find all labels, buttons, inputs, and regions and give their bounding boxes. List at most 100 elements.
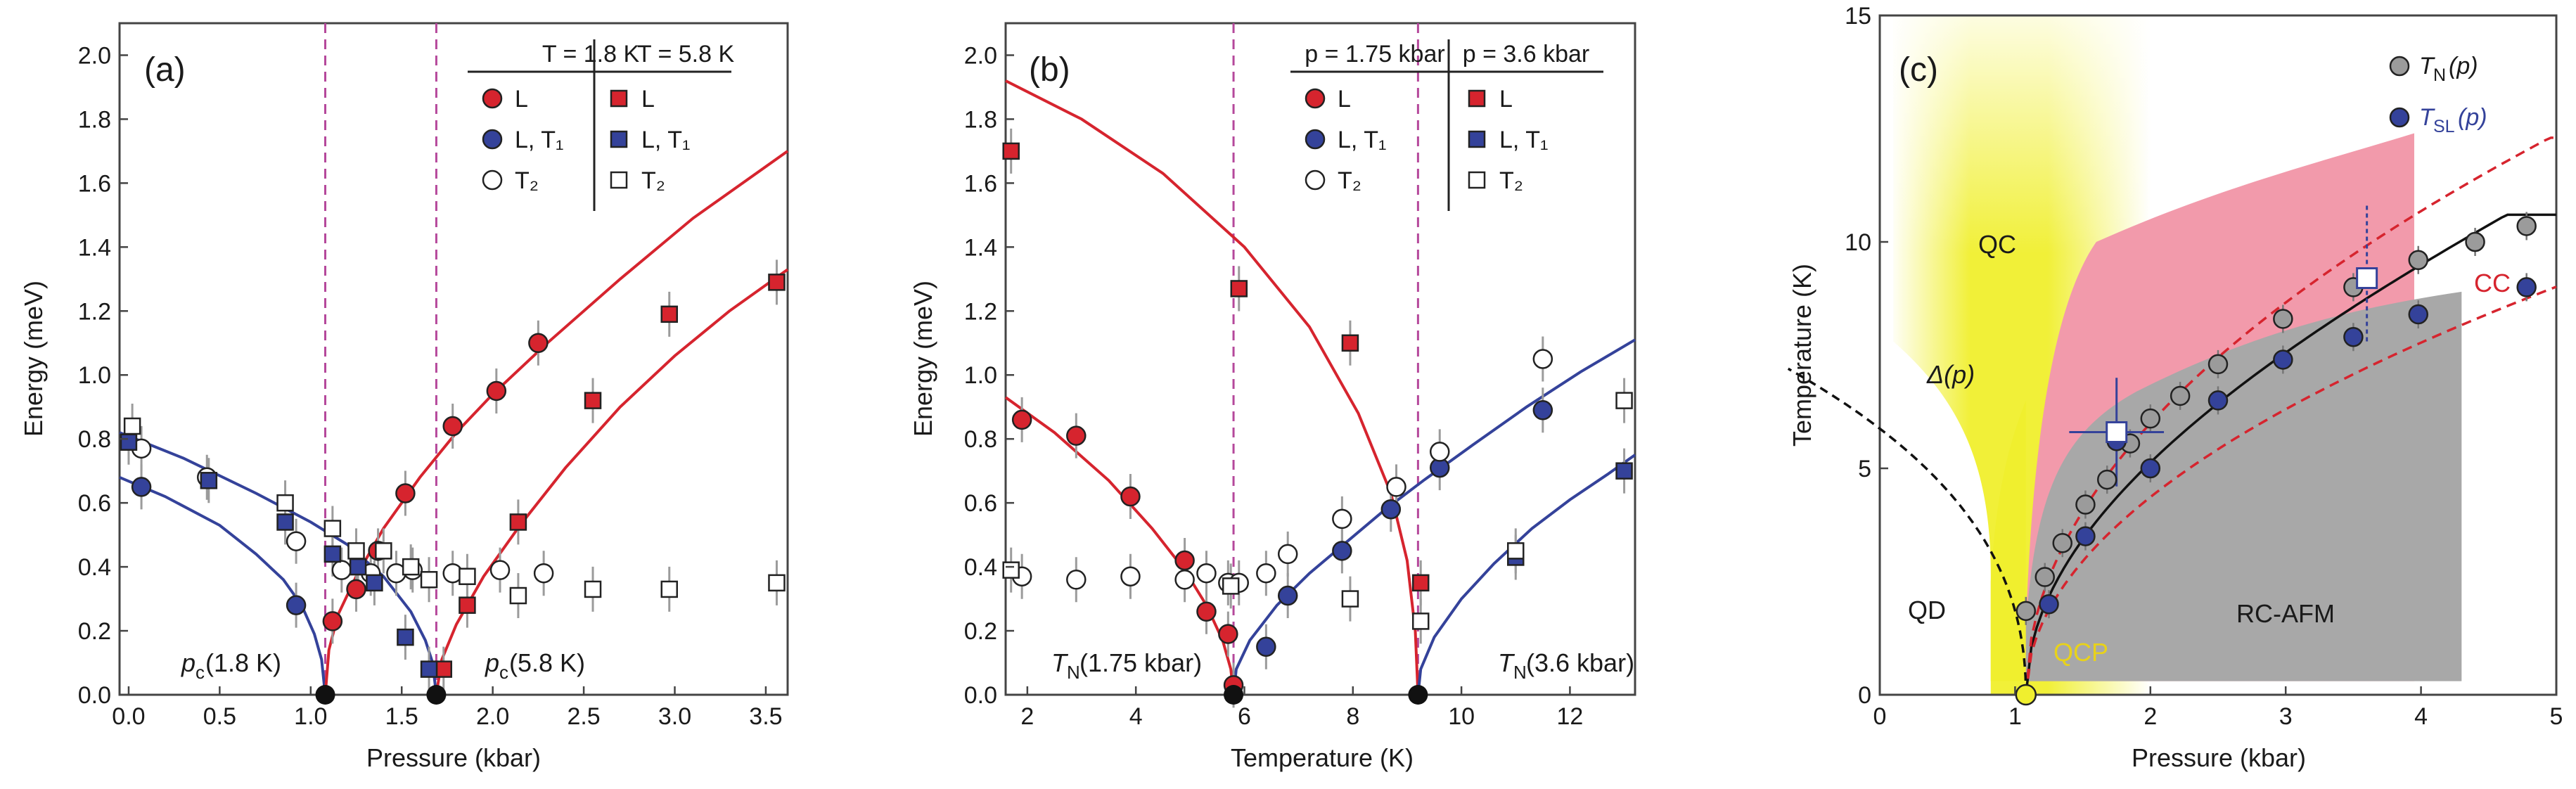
data-point bbox=[2356, 267, 2378, 290]
data-point bbox=[2052, 533, 2072, 553]
panel-b: (b) 2 4 6 8 10 12 0.0 0.2 0.4 0.6 0.8 1.0 1.2 1.4 1.6 1… bbox=[909, 22, 1636, 772]
data-point bbox=[2034, 567, 2055, 587]
panel-b-legend: p = 1.75 kbar p = 3.6 kbar L L L, T₁ L, T₁ T… bbox=[1290, 39, 1603, 211]
data-point bbox=[509, 586, 527, 605]
region-label-qc: QC bbox=[1978, 230, 2016, 259]
data-point bbox=[459, 567, 476, 585]
xtick-label: 6 bbox=[1238, 703, 1251, 730]
legend-label: L, T₁ bbox=[1499, 127, 1548, 153]
ytick-label: 2.0 bbox=[964, 42, 997, 69]
data-point bbox=[1002, 142, 1020, 160]
data-point bbox=[1196, 563, 1217, 584]
data-point bbox=[1256, 563, 1276, 584]
panel-c-label: (c) bbox=[1899, 51, 1938, 89]
data-point bbox=[1120, 566, 1141, 586]
data-point bbox=[2408, 250, 2429, 271]
data-point bbox=[366, 574, 383, 592]
panel-a: (a) 0.0 0.5 1.0 1.5 2.0 2.5 3.0 3.5 0.0 0.2 0.4 0.6… bbox=[19, 22, 789, 772]
ytick-label: 1.0 bbox=[78, 362, 111, 389]
rc-afm-region bbox=[2025, 291, 2462, 681]
xtick-label: 2 bbox=[2144, 703, 2157, 730]
fit-curve bbox=[435, 268, 789, 695]
legend-label: L bbox=[1499, 86, 1513, 113]
legend-marker bbox=[610, 89, 628, 108]
data-point bbox=[584, 580, 602, 598]
ytick-label: 2.0 bbox=[78, 42, 111, 69]
data-point bbox=[435, 660, 453, 678]
legend-marker bbox=[482, 129, 503, 150]
panel-a-ylabel: Energy (meV) bbox=[19, 281, 48, 437]
panel-b-label: (b) bbox=[1029, 51, 1070, 89]
data-point bbox=[2516, 216, 2537, 236]
xtick-label: 2.5 bbox=[567, 703, 600, 730]
data-point bbox=[2075, 526, 2096, 546]
fit-curve bbox=[1416, 454, 1636, 695]
legend-marker bbox=[1468, 89, 1486, 108]
data-point bbox=[1277, 544, 1298, 565]
data-point bbox=[1196, 601, 1217, 622]
legend-c-1-label: T bbox=[2419, 53, 2435, 79]
xtick-label: 2.0 bbox=[476, 703, 509, 730]
data-point bbox=[1380, 499, 1402, 520]
xtick-label: 3.5 bbox=[749, 703, 782, 730]
legend-header-a-1: T = 1.8 K bbox=[542, 41, 640, 68]
data-point bbox=[2096, 469, 2117, 490]
legend-marker bbox=[1468, 130, 1486, 148]
data-point bbox=[286, 595, 307, 615]
xtick-label: 3 bbox=[2279, 703, 2293, 730]
data-point bbox=[2016, 601, 2037, 622]
legend-c-1-sub: N bbox=[2433, 65, 2446, 85]
ytick-label: 1.2 bbox=[964, 298, 997, 325]
legend-c-2-label: T bbox=[2419, 104, 2435, 131]
region-label-qd: QD bbox=[1908, 596, 1946, 624]
svg-text:T: T bbox=[1498, 648, 1516, 677]
data-point bbox=[2039, 594, 2059, 615]
data-point bbox=[1256, 636, 1276, 658]
svg-text:N: N bbox=[1513, 662, 1527, 683]
data-point bbox=[1411, 574, 1430, 592]
data-point bbox=[2273, 309, 2293, 329]
data-point bbox=[584, 392, 602, 409]
legend-c-2-suffix: (p) bbox=[2458, 104, 2487, 131]
svg-text:p: p bbox=[181, 648, 196, 677]
legend-marker bbox=[482, 88, 503, 109]
ytick-label: 0.2 bbox=[964, 618, 997, 645]
qd-region bbox=[1880, 341, 1991, 695]
panel-a-xlabel: Pressure (kbar) bbox=[366, 743, 541, 772]
ytick-label: 15 bbox=[1845, 3, 1871, 30]
fit-curve bbox=[323, 150, 789, 695]
legend-label: L bbox=[515, 86, 528, 113]
cc-upper-curve bbox=[2025, 136, 2556, 695]
legend-label: L, T₁ bbox=[1338, 127, 1386, 153]
svg-text:(1.75 kbar): (1.75 kbar) bbox=[1079, 648, 1202, 677]
panel-c-legend: T N (p) T SL (p) bbox=[2389, 53, 2487, 136]
data-point bbox=[2408, 304, 2429, 325]
data-point bbox=[123, 417, 141, 435]
data-point bbox=[2343, 326, 2364, 347]
xtick-label: 4 bbox=[1129, 703, 1143, 730]
ytick-label: 0.0 bbox=[78, 682, 111, 709]
panel-a-annotation-2: p c (5.8 K) bbox=[485, 648, 585, 683]
legend-label: L bbox=[1338, 86, 1351, 113]
data-point bbox=[2140, 408, 2161, 429]
data-point bbox=[768, 274, 786, 291]
data-point bbox=[442, 416, 463, 437]
xtick-label: 8 bbox=[1346, 703, 1359, 730]
data-point bbox=[1615, 462, 1633, 480]
data-point bbox=[131, 477, 152, 497]
data-point bbox=[2106, 421, 2128, 443]
ytick-label: 1.6 bbox=[964, 170, 997, 197]
legend-label: L, T₁ bbox=[641, 127, 690, 153]
critical-point bbox=[1224, 685, 1244, 705]
legend-marker bbox=[1305, 88, 1326, 109]
legend-header-a-2: T = 5.8 K bbox=[637, 41, 735, 68]
data-point bbox=[2465, 231, 2485, 252]
data-point bbox=[276, 513, 294, 531]
ytick-label: 10 bbox=[1845, 229, 1871, 256]
data-point bbox=[1532, 400, 1553, 421]
legend-label: L bbox=[641, 86, 655, 113]
data-point bbox=[1332, 541, 1352, 561]
legend-label: T₂ bbox=[1499, 167, 1523, 194]
data-point bbox=[509, 513, 527, 531]
